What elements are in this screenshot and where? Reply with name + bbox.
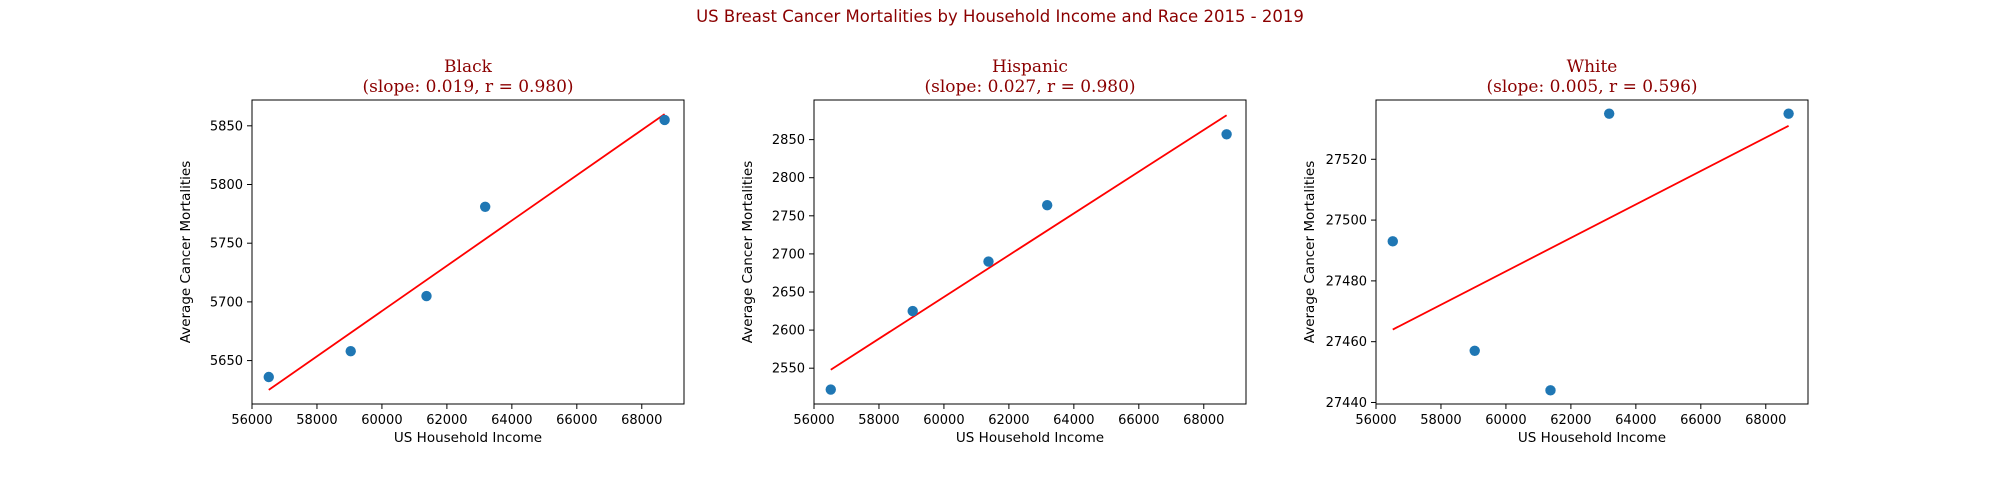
data-point	[421, 290, 432, 302]
data-point	[983, 256, 994, 267]
chart-title: Hispanic	[992, 57, 1068, 77]
data-point	[479, 201, 491, 213]
plot-frame	[813, 99, 1247, 405]
y-tick-label: 2750	[772, 209, 805, 224]
data-point	[1387, 236, 1398, 247]
y-tick-label: 5800	[210, 178, 243, 193]
y-tick-label: 27500	[1326, 214, 1367, 229]
chart-subtitle: (slope: 0.027, r = 0.980)	[924, 77, 1135, 97]
y-tick-label: 27460	[1326, 335, 1367, 350]
y-tick-label: 2550	[772, 362, 805, 377]
data-point	[1041, 199, 1053, 211]
x-tick-label: 62000	[1550, 413, 1591, 428]
chart-panel-white: White(slope: 0.005, r = 0.596) 56000 58000…	[1302, 57, 1809, 446]
x-tick-label: 56000	[1355, 413, 1396, 428]
x-tick-label: 58000	[858, 413, 899, 428]
x-axis-label: US Household Income	[956, 430, 1104, 446]
x-tick-label: 58000	[1420, 413, 1461, 428]
x-tick-label: 60000	[361, 413, 402, 428]
x-tick-label: 66000	[556, 413, 597, 428]
data-point	[1469, 345, 1480, 356]
data-point	[1603, 108, 1615, 119]
y-tick-label: 2800	[772, 171, 805, 186]
regression-line	[268, 113, 666, 391]
chart-subtitle: (slope: 0.019, r = 0.980)	[362, 77, 573, 97]
y-tick-label: 2850	[772, 133, 805, 148]
x-tick-label: 64000	[1615, 413, 1656, 428]
chart-subtitle: (slope: 0.005, r = 0.596)	[1486, 77, 1697, 97]
x-tick-label: 68000	[1745, 413, 1786, 428]
data-point	[825, 384, 836, 395]
y-tick-label: 27440	[1326, 396, 1367, 411]
data-point	[1783, 108, 1794, 119]
chart-panel-hispanic: Hispanic(slope: 0.027, r = 0.980) 56000 58…	[740, 57, 1247, 446]
x-tick-label: 56000	[231, 413, 272, 428]
y-tick-label: 27520	[1326, 153, 1367, 168]
x-tick-label: 64000	[1053, 413, 1094, 428]
data-point	[1545, 385, 1556, 396]
figure-suptitle: US Breast Cancer Mortalities by Househol…	[696, 7, 1304, 26]
x-tick-label: 60000	[1485, 413, 1526, 428]
x-tick-label: 68000	[1183, 413, 1224, 428]
regression-line	[1392, 125, 1790, 331]
chart-title: Black	[444, 57, 493, 77]
data-point	[907, 305, 918, 317]
y-axis-label: Average Cancer Mortalities	[740, 161, 756, 343]
x-tick-label: 62000	[988, 413, 1029, 428]
y-tick-label: 2600	[772, 324, 805, 339]
y-tick-label: 27480	[1326, 274, 1367, 289]
x-tick-label: 66000	[1680, 413, 1721, 428]
x-tick-label: 66000	[1118, 413, 1159, 428]
chart-title: White	[1567, 57, 1618, 77]
y-tick-label: 5750	[210, 237, 243, 252]
data-point	[263, 371, 274, 383]
regression-line	[830, 114, 1228, 371]
y-tick-label: 5700	[210, 295, 243, 310]
y-tick-label: 2700	[772, 247, 805, 262]
x-tick-label: 56000	[793, 413, 834, 428]
y-tick-label: 5850	[210, 119, 243, 134]
y-tick-label: 2650	[772, 286, 805, 301]
data-point	[345, 345, 356, 357]
plot-frame	[1375, 99, 1809, 405]
x-tick-label: 64000	[491, 413, 532, 428]
y-tick-label: 5650	[210, 354, 243, 369]
data-point	[659, 114, 670, 126]
x-axis-label: US Household Income	[1518, 430, 1666, 446]
x-tick-label: 68000	[621, 413, 662, 428]
x-tick-label: 58000	[296, 413, 337, 428]
y-axis-label: Average Cancer Mortalities	[1302, 161, 1318, 343]
y-axis-label: Average Cancer Mortalities	[178, 161, 194, 343]
plot-frame	[251, 99, 685, 405]
x-tick-label: 62000	[426, 413, 467, 428]
x-axis-label: US Household Income	[394, 430, 542, 446]
x-tick-label: 60000	[923, 413, 964, 428]
data-point	[1221, 129, 1232, 140]
chart-panel-black: Black(slope: 0.019, r = 0.980) 56000 58000…	[178, 57, 685, 446]
